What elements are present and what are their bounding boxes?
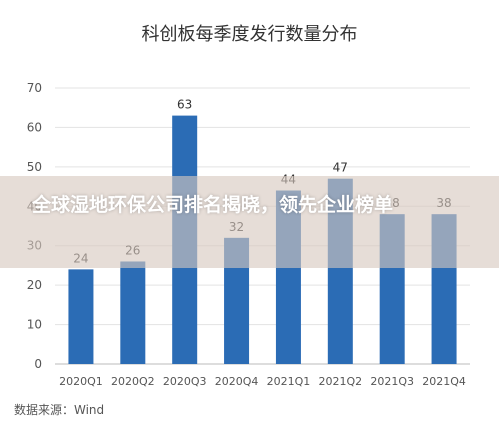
watermark-overlay-band	[0, 176, 499, 268]
x-tick-label: 2020Q2	[111, 375, 155, 388]
data-label: 63	[177, 98, 192, 112]
overlay-headline: 全球湿地环保公司排名揭晓，领先企业榜单	[32, 194, 394, 216]
data-label: 47	[333, 161, 348, 175]
x-tick-label: 2021Q2	[318, 375, 362, 388]
x-tick-label: 2021Q1	[267, 375, 311, 388]
data-source-note: 数据来源：Wind	[14, 403, 105, 417]
x-tick-label: 2020Q4	[215, 375, 259, 388]
y-tick-label: 20	[27, 278, 42, 292]
y-tick-label: 50	[27, 160, 42, 174]
bar-2020Q2	[120, 261, 146, 364]
bar-2020Q1	[68, 269, 94, 364]
y-tick-label: 70	[27, 81, 42, 95]
x-tick-label: 2021Q4	[422, 375, 466, 388]
y-tick-label: 0	[34, 357, 42, 371]
x-tick-label: 2021Q3	[370, 375, 414, 388]
y-tick-label: 10	[27, 318, 42, 332]
chart-title: 科创板每季度发行数量分布	[141, 24, 358, 45]
x-axis-ticks: 2020Q1 2020Q2 2020Q3 2020Q4 2021Q1 2021Q2 2021…	[59, 375, 466, 388]
x-tick-label: 2020Q1	[59, 375, 103, 388]
x-tick-label: 2020Q3	[163, 375, 207, 388]
y-tick-label: 60	[27, 120, 42, 134]
